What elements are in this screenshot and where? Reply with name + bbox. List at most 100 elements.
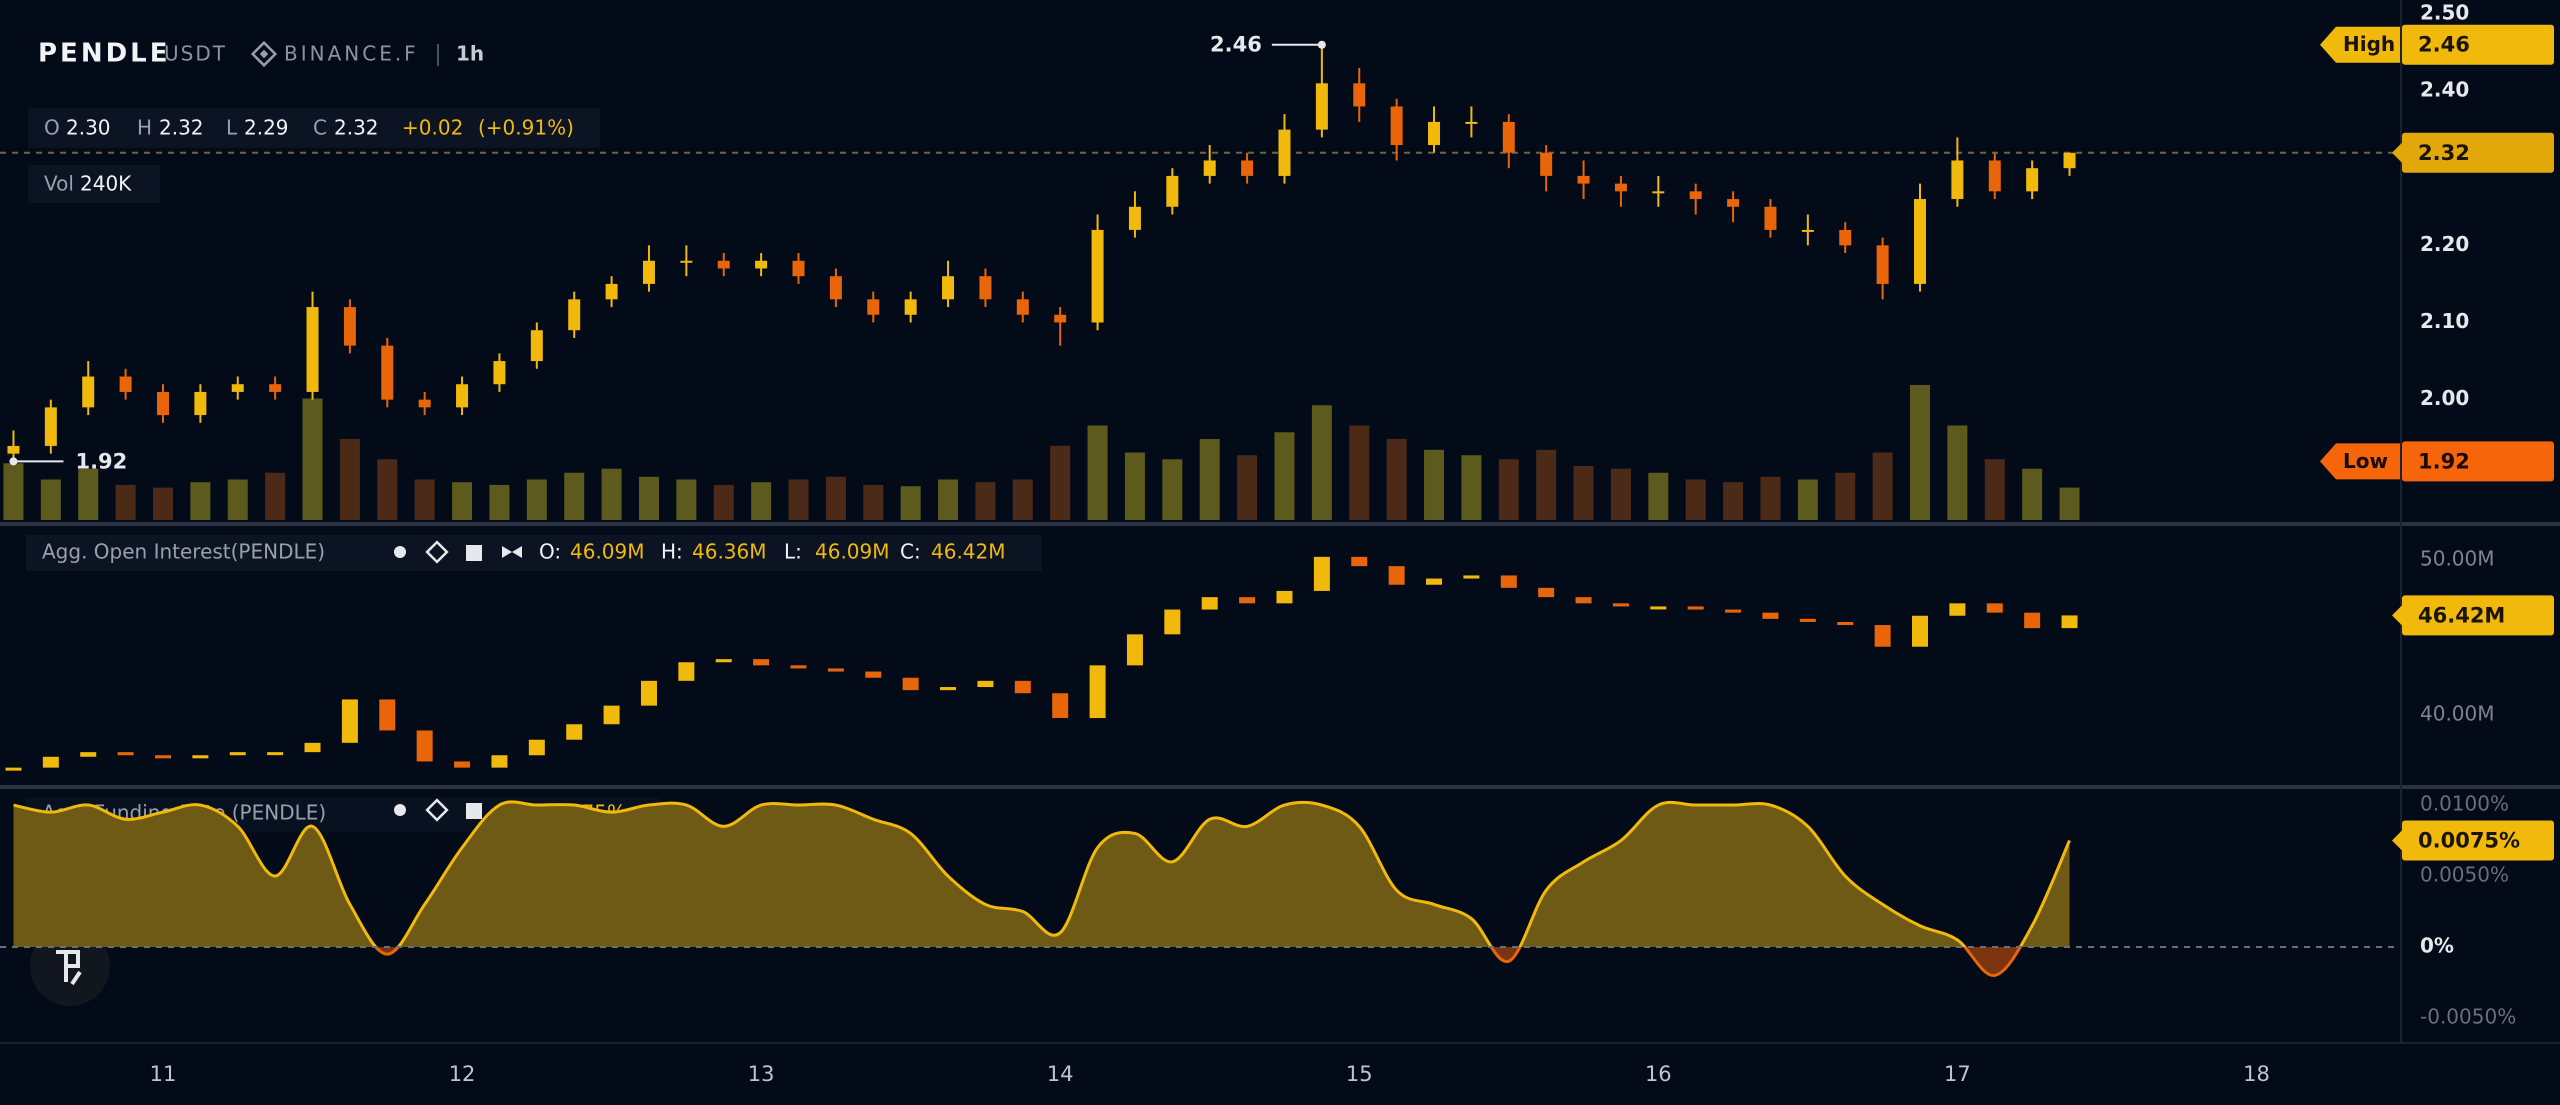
candle-body <box>530 330 543 362</box>
oi-candle <box>1313 556 1330 591</box>
oi-candle <box>566 724 583 740</box>
y-tick-label: 0% <box>2420 934 2454 958</box>
candle-body <box>7 445 20 454</box>
candle-body <box>231 384 244 392</box>
y-tick-label: 40.00M <box>2420 701 2495 725</box>
exchange-icon <box>250 40 278 68</box>
candle-body <box>269 384 282 392</box>
price-tag <box>2402 132 2554 173</box>
oi-candle <box>80 752 97 757</box>
volume-bar <box>1050 445 1071 520</box>
oi-candle <box>1500 575 1517 588</box>
legend-value: 2.32 <box>159 116 204 140</box>
x-tick-label: 14 <box>1047 1062 1074 1086</box>
volume-bar <box>1199 439 1220 520</box>
candle-body <box>1614 183 1627 192</box>
oi-candle <box>715 659 732 663</box>
y-tick-label: 2.50 <box>2420 0 2469 24</box>
axis-border <box>0 1042 2560 1044</box>
oi-candle <box>1089 665 1106 719</box>
price-tag-pointer <box>2320 443 2400 480</box>
price-tag-pointer <box>2320 26 2400 63</box>
volume-bar <box>1536 449 1557 520</box>
oi-candle <box>603 705 620 725</box>
volume-bar <box>1237 455 1258 520</box>
funding-line <box>13 800 2071 948</box>
x-tick-label: 17 <box>1944 1062 1971 1086</box>
oi-candle <box>790 665 807 669</box>
candle-body <box>1652 191 1665 194</box>
candle-body <box>1390 106 1403 146</box>
volume-bar <box>2059 487 2080 520</box>
price-tag-pointer <box>2392 142 2402 163</box>
volume-bar <box>227 479 248 520</box>
volume-bar <box>1723 482 1744 520</box>
oi-candle <box>267 752 284 756</box>
oi-candle <box>1986 603 2003 613</box>
y-tick-label: 2.10 <box>2420 309 2469 333</box>
legend-key: O: <box>539 540 561 564</box>
x-tick-label: 13 <box>748 1062 775 1086</box>
candle-body <box>1876 245 1889 284</box>
candle-body <box>1203 160 1216 176</box>
oi-candle <box>827 668 844 672</box>
candle-body <box>1839 229 1852 246</box>
y-tick-label: 0.0050% <box>2420 863 2509 887</box>
volume-bar <box>414 479 435 520</box>
oi-candle <box>1201 597 1218 610</box>
candle-body <box>867 299 880 315</box>
volume-bar <box>1910 385 1930 520</box>
candle-body <box>44 407 57 446</box>
x-tick-label: 16 <box>1645 1062 1672 1086</box>
volume-bar <box>1947 425 1968 520</box>
oi-candle <box>1014 680 1031 694</box>
legend-value: 46.42M <box>931 540 1006 564</box>
oi-candle <box>5 767 22 771</box>
legend-value: 2.29 <box>244 116 289 140</box>
quote: USDT <box>164 42 227 66</box>
price-tag <box>2402 24 2554 65</box>
oi-candle <box>1687 606 1704 610</box>
volume-bar <box>1124 452 1145 520</box>
price-tag-pointer <box>2392 830 2402 851</box>
volume-bar <box>825 476 846 520</box>
price-tag-key: High <box>2343 32 2395 56</box>
candle-body <box>829 276 842 300</box>
volume-bar <box>377 459 398 520</box>
y-tick-label: 0.0100% <box>2420 792 2509 816</box>
candle-body <box>1727 199 1740 207</box>
candle-body <box>1278 129 1291 176</box>
oi-candle <box>528 739 545 756</box>
candle-body <box>1016 299 1029 315</box>
low-annotation-dot <box>9 457 18 466</box>
volume-bar <box>1498 459 1519 520</box>
candle-body <box>1801 229 1814 232</box>
oi-candle <box>1799 618 1816 622</box>
candle-body <box>979 276 992 300</box>
oi-candle <box>1126 634 1143 666</box>
candle-body <box>1166 175 1179 207</box>
legend-key: O <box>44 116 60 140</box>
indicator-title: Agg. Open Interest(PENDLE) <box>42 540 325 564</box>
legend-key: C: <box>900 540 921 564</box>
oi-candle <box>865 671 882 678</box>
y-tick-label: 2.00 <box>2420 386 2469 410</box>
volume-bar <box>1349 425 1370 520</box>
oi-candle <box>753 659 770 666</box>
volume-bar <box>1797 479 1818 520</box>
legend-box <box>26 535 1042 571</box>
oi-candle <box>1239 597 1256 604</box>
volume-bar <box>489 484 510 520</box>
volume-bar <box>302 398 323 520</box>
legend-key: H <box>137 116 152 140</box>
volume-bar <box>152 487 173 520</box>
volume-bar <box>1311 405 1332 520</box>
oi-candle <box>379 699 396 731</box>
y-tick-label: 2.40 <box>2420 78 2469 102</box>
legend-box <box>28 165 160 203</box>
candle-body <box>568 299 581 331</box>
panel-separator <box>0 522 2560 526</box>
volume-bar <box>190 482 211 520</box>
legend-value: 2.30 <box>66 116 111 140</box>
volume-bar <box>1424 449 1445 520</box>
